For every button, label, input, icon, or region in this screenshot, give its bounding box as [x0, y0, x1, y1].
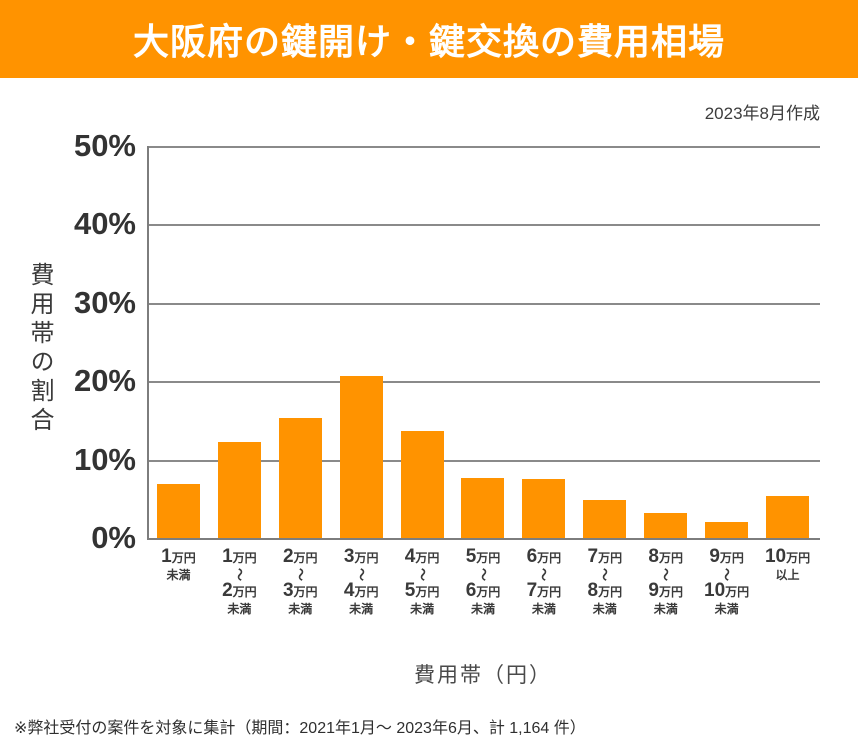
x-tick-label-line: 〜 — [475, 567, 491, 581]
x-axis-tick-labels: 1万円 未満 1万円〜 2万円 未満 2万円〜 3万円 未満 3万円〜 4万円 未満 4万円〜 5万円未… — [148, 547, 818, 617]
x-tick-label-line: 7万円 — [526, 580, 562, 601]
x-tick-label-line: 未満 — [470, 602, 495, 616]
bar-slot — [392, 146, 453, 538]
x-tick-label-line: 3万円 — [343, 546, 379, 567]
bar — [644, 512, 688, 538]
x-tick-label-line: 1万円 — [161, 546, 196, 567]
x-tick-label-line: 未満 — [288, 602, 313, 616]
x-axis-line — [147, 538, 820, 540]
bar-slot — [757, 146, 818, 538]
bar-slot — [513, 146, 574, 538]
x-tick-label-line: 〜 — [292, 567, 308, 581]
x-tick-label-line: 3万円 — [282, 580, 318, 601]
x-tick-label-line: 9万円 — [709, 546, 744, 567]
x-tick-label: 1万円 未満 — [148, 547, 209, 617]
x-tick-label: 8万円〜 9万円 未満 — [635, 547, 696, 617]
x-tick-label-line: 8万円 — [587, 580, 623, 601]
x-tick-label: 3万円〜 4万円 未満 — [331, 547, 392, 617]
bar — [522, 479, 566, 538]
title-banner: 大阪府の鍵開け・鍵交換の費用相場 — [0, 0, 858, 78]
x-tick-label-line: 未満 — [166, 568, 191, 582]
bar — [766, 496, 810, 538]
y-tick-label: 50% — [73, 128, 136, 163]
x-tick-label-line: 7万円 — [587, 546, 623, 567]
x-tick-label-line: 未満 — [592, 602, 617, 616]
bar — [278, 418, 322, 538]
y-tick-label: 30% — [73, 284, 136, 320]
x-tick-label-line: 5万円 — [404, 580, 440, 601]
bar — [583, 499, 627, 538]
bar-slot — [209, 146, 270, 538]
x-tick-label-line: 未満 — [410, 602, 435, 616]
page-title: 大阪府の鍵開け・鍵交換の費用相場 — [132, 21, 725, 62]
y-tick-label: 40% — [73, 206, 136, 242]
bar — [705, 521, 749, 538]
x-tick-label: 5万円〜 6万円 未満 — [453, 547, 514, 617]
bar-slot — [635, 146, 696, 538]
created-date-label: 2023年8月作成 — [704, 104, 820, 123]
x-tick-label-line: 6万円 — [526, 546, 562, 567]
x-tick-label-line: 〜 — [231, 567, 247, 581]
bar — [217, 442, 261, 538]
gridline — [148, 302, 820, 305]
x-tick-label-line: 〜 — [597, 567, 613, 581]
bar-slot — [148, 146, 209, 538]
x-tick-label-line: 〜 — [658, 567, 674, 581]
x-tick-label: 9万円〜 10万円 未満 — [696, 547, 757, 617]
x-tick-label-line: 〜 — [719, 567, 735, 581]
x-tick-label-line: 1万円 — [222, 546, 257, 567]
x-tick-label: 4万円〜 5万円 未満 — [392, 547, 453, 617]
gridline — [148, 459, 820, 462]
x-tick-label-line: 6万円 — [465, 580, 501, 601]
y-tick-label: 20% — [73, 363, 136, 399]
x-tick-label-line: 9万円 — [648, 580, 683, 601]
x-tick-label-line: 4万円 — [404, 546, 440, 567]
bar-slot — [696, 146, 757, 538]
x-tick-label-line: 〜 — [536, 567, 552, 581]
bar-slot — [453, 146, 514, 538]
x-tick-label: 10万円 以上 — [757, 547, 818, 617]
x-tick-label-line: 未満 — [653, 602, 678, 616]
gridline — [148, 224, 820, 227]
y-tick-label: 10% — [73, 441, 136, 477]
gridline — [148, 146, 820, 148]
x-tick-label: 2万円〜 3万円 未満 — [270, 547, 331, 617]
y-axis-line — [147, 146, 149, 540]
x-tick-label-line: 未満 — [349, 602, 374, 616]
x-tick-label-line: 2万円 — [222, 580, 257, 601]
y-axis-title: 費用帯の割合 — [26, 262, 53, 436]
gridline — [148, 381, 820, 384]
footnote: ※弊社受付の案件を対象に集計（期間：2021年1月～ 2023年6月、計 1,1… — [14, 720, 586, 737]
bar-slot — [270, 146, 331, 538]
x-tick-label-line: 10万円 — [704, 580, 750, 601]
bar-slot — [331, 146, 392, 538]
bar — [339, 375, 383, 538]
x-tick-label-line: 4万円 — [343, 580, 379, 601]
x-tick-label-line: 以上 — [775, 568, 800, 582]
bar — [461, 477, 505, 538]
x-tick-label-line: 2万円 — [282, 546, 318, 567]
x-tick-label: 1万円〜 2万円 未満 — [209, 547, 270, 617]
x-tick-label: 6万円〜 7万円 未満 — [513, 547, 574, 617]
x-tick-label-line: 〜 — [414, 567, 430, 581]
bar-series — [148, 146, 818, 538]
x-tick-label-line: 10万円 — [764, 546, 811, 567]
x-tick-label-line: 未満 — [714, 602, 739, 616]
x-tick-label-line: 5万円 — [465, 546, 501, 567]
x-tick-label-line: 8万円 — [648, 546, 683, 567]
x-tick-label: 7万円〜 8万円 未満 — [574, 547, 635, 617]
bar-slot — [574, 146, 635, 538]
bar — [400, 430, 444, 538]
x-tick-label-line: 未満 — [227, 602, 252, 616]
x-axis-title: 費用帯（円） — [414, 664, 552, 687]
x-tick-label-line: 未満 — [531, 602, 556, 616]
bar — [156, 483, 200, 538]
y-tick-label: 0% — [91, 520, 136, 555]
x-tick-label-line: 〜 — [353, 567, 369, 581]
